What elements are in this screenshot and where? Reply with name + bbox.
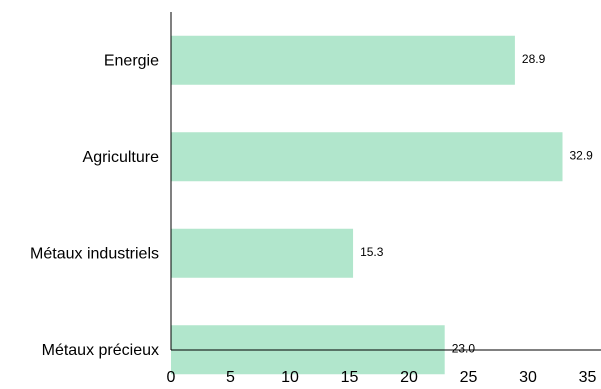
data-label-metaux-precieux: 23.0	[452, 341, 476, 355]
x-tick-label: 10	[281, 369, 299, 386]
data-label-energie: 28.9	[522, 52, 546, 66]
x-tick-label: 30	[519, 369, 537, 386]
category-label-agriculture: Agriculture	[83, 149, 160, 166]
x-tick-label: 5	[226, 369, 235, 386]
data-labels-group: 28.9 32.9 15.3 23.0	[360, 52, 593, 356]
bar-metaux-industriels	[171, 228, 354, 278]
category-label-energie: Energie	[104, 52, 159, 69]
x-tick-label: 25	[460, 369, 478, 386]
x-tick-label: 0	[167, 369, 176, 386]
bars-group	[171, 35, 563, 375]
bar-energie	[171, 35, 515, 85]
data-label-agriculture: 32.9	[570, 148, 594, 162]
data-label-metaux-industriels: 15.3	[360, 245, 384, 259]
x-tick-labels-group: 0 5 10 15 20 25 30 35	[167, 369, 597, 386]
x-tick-label: 20	[400, 369, 418, 386]
bar-agriculture	[171, 132, 563, 182]
category-labels-group: Energie Agriculture Métaux industriels Méta…	[30, 52, 159, 359]
x-tick-label: 35	[579, 369, 597, 386]
category-label-metaux-precieux: Métaux précieux	[42, 342, 159, 359]
x-tick-label: 15	[341, 369, 359, 386]
category-label-metaux-industriels: Métaux industriels	[30, 245, 159, 262]
